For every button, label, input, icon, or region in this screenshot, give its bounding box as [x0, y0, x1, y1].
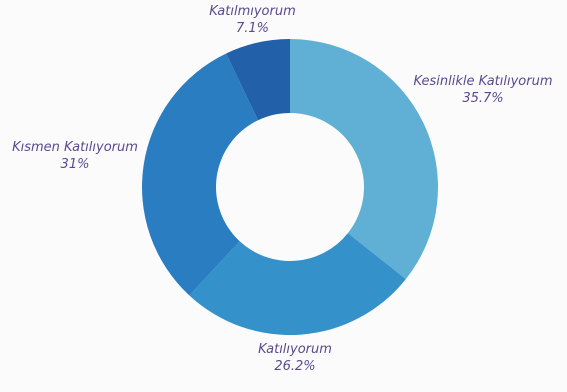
- donut-slice-2: [141, 53, 259, 296]
- slice-label-kesinlikle-katiliyorum: Kesinlikle Katılıyorum 35.7%: [398, 73, 567, 107]
- slice-value-label: 31%: [60, 157, 90, 172]
- donut-slices: [141, 39, 439, 335]
- slice-category-label: Kısmen Katılıyorum: [12, 140, 138, 155]
- slice-value-label: 26.2%: [274, 359, 316, 374]
- donut-slice-0: [290, 39, 439, 280]
- donut-slice-1: [189, 233, 406, 335]
- slice-category-label: Katılmıyorum: [209, 4, 296, 19]
- slice-category-label: Katılıyorum: [258, 342, 332, 357]
- slice-value-label: 35.7%: [462, 91, 504, 106]
- slice-value-label: 7.1%: [235, 21, 270, 36]
- slice-label-katiliyorum: Katılıyorum 26.2%: [230, 341, 360, 375]
- slice-category-label: Kesinlikle Katılıyorum: [413, 74, 553, 89]
- donut-slice-3: [226, 39, 290, 121]
- slice-label-katilmiyorum: Katılmıyorum 7.1%: [180, 3, 325, 37]
- slice-label-kismen-katiliyorum: Kısmen Katılıyorum 31%: [0, 139, 150, 173]
